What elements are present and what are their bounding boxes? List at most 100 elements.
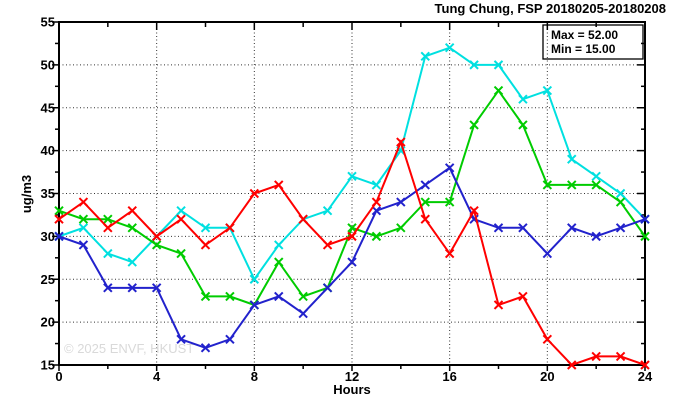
blue-series-marker bbox=[371, 205, 382, 216]
cyan-series-marker bbox=[615, 188, 626, 199]
cyan-series-marker bbox=[249, 274, 260, 284]
blue-series-marker bbox=[322, 283, 333, 293]
green-series-group bbox=[54, 85, 650, 310]
legend-box-border bbox=[542, 24, 644, 60]
y-tick-label: 45 bbox=[41, 100, 55, 115]
blue-series-marker bbox=[78, 240, 89, 250]
red-series-marker bbox=[493, 300, 504, 310]
cyan-series-marker bbox=[542, 85, 553, 96]
red-series-marker bbox=[249, 188, 260, 199]
y-tick-label: 55 bbox=[41, 15, 55, 30]
green-series-marker bbox=[176, 248, 186, 259]
red-series-marker bbox=[444, 248, 455, 259]
cyan-series-marker bbox=[420, 51, 430, 62]
red-series-marker bbox=[567, 360, 577, 370]
green-series-marker bbox=[640, 231, 650, 242]
blue-series-marker bbox=[176, 334, 186, 344]
green-series-marker bbox=[615, 197, 626, 207]
red-series-marker bbox=[78, 197, 89, 207]
cyan-series-marker bbox=[200, 223, 211, 233]
green-series-marker bbox=[54, 205, 64, 216]
green-series-marker bbox=[225, 291, 235, 302]
green-series-marker bbox=[518, 120, 528, 130]
red-series-marker bbox=[396, 137, 406, 147]
axis-tick-labels: 15 20 25 30 35 40 45 50 55 0 4 8 12 16 20 24 bbox=[41, 15, 653, 385]
y-tick-label: 15 bbox=[41, 358, 55, 373]
legend-box: Max = 52.00 Min = 15.00 bbox=[542, 24, 644, 60]
blue-series-marker bbox=[420, 180, 430, 190]
cyan-series-group bbox=[54, 43, 650, 284]
blue-series-marker bbox=[225, 334, 235, 344]
red-series-marker bbox=[322, 240, 333, 250]
green-series-marker bbox=[151, 240, 162, 250]
blue-series-marker bbox=[200, 343, 211, 353]
green-series-marker bbox=[371, 231, 382, 242]
green-series-marker bbox=[444, 197, 455, 207]
green-series-marker bbox=[591, 180, 601, 190]
cyan-series-marker bbox=[493, 60, 504, 70]
cyan-series-marker bbox=[591, 171, 601, 182]
green-series-marker bbox=[347, 223, 357, 233]
blue-series-line bbox=[58, 166, 646, 349]
cyan-series-marker bbox=[347, 171, 357, 182]
red-series-marker bbox=[200, 240, 211, 250]
red-series-group bbox=[54, 137, 650, 370]
blue-series-marker bbox=[103, 283, 113, 293]
grid-lines bbox=[59, 22, 645, 365]
blue-series-marker bbox=[469, 214, 479, 224]
green-series-marker bbox=[396, 223, 406, 233]
data-series bbox=[54, 43, 650, 370]
green-series-marker bbox=[420, 197, 430, 207]
cyan-series-marker bbox=[469, 60, 479, 70]
green-series-marker bbox=[274, 257, 284, 267]
blue-series-marker bbox=[640, 214, 650, 224]
red-series-marker bbox=[274, 180, 284, 190]
x-tick-label: 20 bbox=[540, 369, 554, 384]
red-series-marker bbox=[640, 360, 650, 370]
blue-series-marker bbox=[591, 231, 601, 242]
blue-series-marker bbox=[567, 223, 577, 233]
chart-title: Tung Chung, FSP 20180205-20180208 bbox=[435, 1, 666, 16]
blue-series-marker bbox=[298, 308, 308, 319]
blue-series-marker bbox=[347, 257, 357, 267]
red-series-marker bbox=[54, 214, 64, 224]
green-series-marker bbox=[493, 85, 504, 96]
green-series-marker bbox=[127, 223, 137, 233]
x-axis-label: Hours bbox=[333, 382, 371, 397]
blue-series-marker bbox=[396, 197, 406, 207]
green-series-marker bbox=[200, 291, 211, 302]
blue-series-marker bbox=[542, 248, 553, 259]
watermark-text: © 2025 ENVF, HKUST bbox=[64, 341, 194, 356]
red-series-marker bbox=[420, 214, 430, 224]
red-series-marker bbox=[542, 334, 553, 344]
green-series-marker bbox=[78, 214, 89, 224]
red-series-marker bbox=[347, 231, 357, 242]
red-series-marker bbox=[469, 205, 479, 216]
red-series-marker bbox=[371, 197, 382, 207]
x-tick-label: 8 bbox=[251, 369, 258, 384]
red-series-marker bbox=[615, 351, 626, 362]
blue-series-marker bbox=[127, 283, 137, 293]
blue-series-group bbox=[54, 163, 650, 353]
y-tick-label: 30 bbox=[41, 229, 55, 244]
red-series-marker bbox=[298, 214, 308, 224]
red-series-marker bbox=[225, 223, 235, 233]
cyan-series-marker bbox=[567, 154, 577, 164]
cyan-series-marker bbox=[371, 180, 382, 190]
x-tick-label: 4 bbox=[153, 369, 161, 384]
cyan-series-marker bbox=[78, 223, 89, 233]
blue-series-marker bbox=[444, 163, 455, 173]
blue-series-marker bbox=[54, 231, 64, 242]
blue-series-marker bbox=[274, 291, 284, 302]
y-tick-label: 35 bbox=[41, 186, 55, 201]
red-series-marker bbox=[591, 351, 601, 362]
blue-series-marker bbox=[518, 223, 528, 233]
blue-series-marker bbox=[151, 283, 162, 293]
green-series-marker bbox=[469, 120, 479, 130]
cyan-series-marker bbox=[444, 43, 455, 53]
red-series-marker bbox=[127, 205, 137, 216]
red-series-marker bbox=[518, 291, 528, 302]
green-series-marker bbox=[103, 214, 113, 224]
